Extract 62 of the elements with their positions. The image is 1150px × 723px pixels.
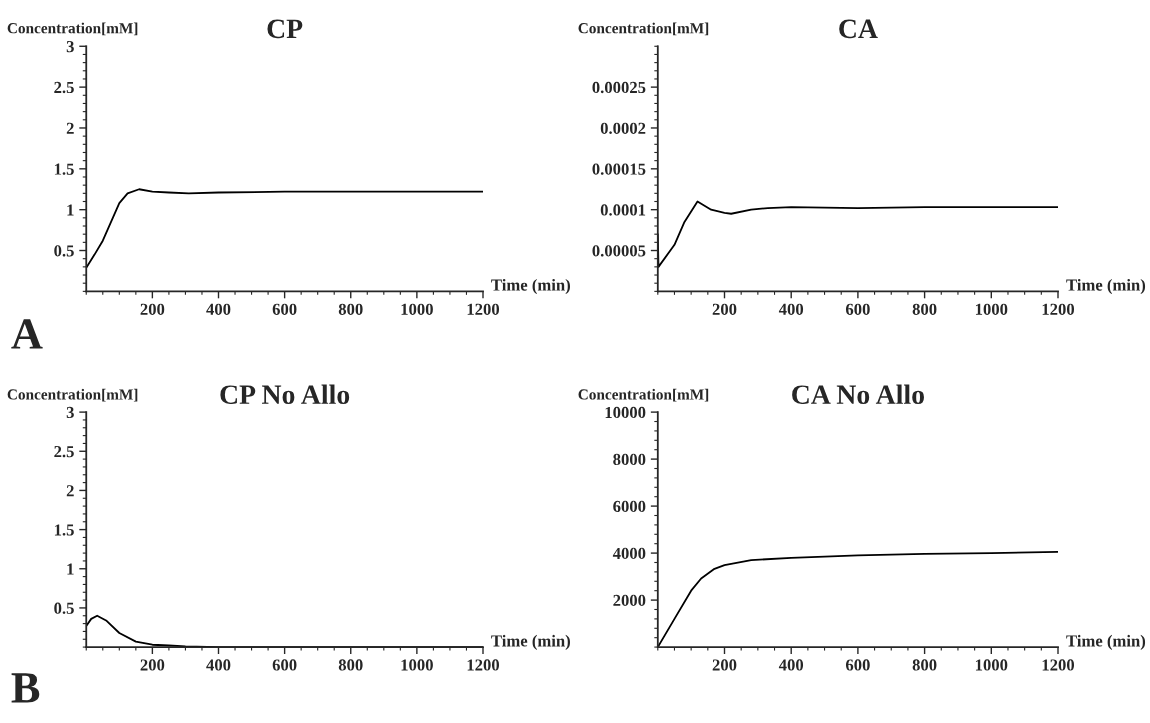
x-tick-label: 400 <box>206 659 231 671</box>
x-tick-label: 200 <box>140 659 165 671</box>
y-tick-label: 0.00015 <box>592 163 646 175</box>
y-tick-label: 2 <box>66 122 74 134</box>
x-tick-label: 800 <box>912 303 937 315</box>
y-tick-label: 2.5 <box>54 81 74 94</box>
x-tick-label: 600 <box>272 303 297 315</box>
x-tick-label: 1200 <box>467 659 500 671</box>
x-axis-title: Time (min) <box>1066 634 1146 650</box>
y-tick-label: 2.5 <box>54 446 74 458</box>
y-axis-title: Concentration[mM] <box>578 388 709 402</box>
y-tick-label: 0.00005 <box>592 245 646 257</box>
y-tick-label: 0.00025 <box>592 81 646 94</box>
x-tick-label: 1000 <box>401 303 433 315</box>
x-tick-label: 1000 <box>975 303 1008 315</box>
x-tick-label: 600 <box>845 659 870 671</box>
y-tick-label: 2 <box>66 485 74 497</box>
x-axis-title: Time (min) <box>491 634 570 650</box>
y-tick-label: 3 <box>66 41 74 53</box>
x-axis-title: Time (min) <box>491 278 570 295</box>
y-tick-label: 0.0001 <box>600 204 646 216</box>
x-tick-label: 600 <box>272 659 297 671</box>
x-tick-label: 1200 <box>1042 659 1075 671</box>
y-tick-label: 0.5 <box>54 245 74 257</box>
line-series <box>86 188 483 269</box>
y-tick-label: 3 <box>66 406 74 419</box>
x-tick-label: 600 <box>845 303 870 315</box>
y-tick-label: 1 <box>67 204 74 216</box>
x-tick-label: 800 <box>912 659 937 671</box>
y-tick-label: 0.5 <box>54 602 74 614</box>
chart-title: CA No Allo <box>792 384 924 405</box>
y-axis-title: Concentration[mM] <box>578 22 709 36</box>
y-tick-label: 4000 <box>612 547 646 560</box>
text: A <box>11 319 43 349</box>
text: B <box>11 673 40 703</box>
x-tick-label: 200 <box>712 303 737 315</box>
y-tick-label: 10000 <box>605 406 646 419</box>
y-tick-label: 1 <box>67 563 74 575</box>
x-tick-label: 400 <box>778 659 804 671</box>
y-tick-label: 1.5 <box>54 524 74 536</box>
x-tick-label: 1200 <box>1042 303 1075 315</box>
chart-title: CA <box>839 19 878 39</box>
x-axis-title: Time (min) <box>1066 278 1146 295</box>
y-axis-title: Concentration[mM] <box>7 388 138 402</box>
x-tick-label: 200 <box>712 659 737 671</box>
x-tick-label: 1200 <box>467 303 500 315</box>
x-tick-label: 400 <box>206 303 231 315</box>
x-tick-label: 1000 <box>401 659 433 671</box>
y-axis-title: Concentration[mM] <box>7 22 138 36</box>
y-tick-label: 1.5 <box>54 163 74 175</box>
chart-title: CP No Allo <box>220 384 350 405</box>
x-tick-label: 800 <box>338 303 363 315</box>
x-tick-label: 400 <box>778 303 804 315</box>
x-tick-label: 200 <box>140 303 165 315</box>
y-tick-label: 0.0002 <box>600 122 646 134</box>
y-tick-label: 2000 <box>613 594 646 607</box>
x-tick-label: 800 <box>338 659 363 671</box>
chart-title: CP <box>267 19 303 39</box>
line-series <box>657 200 1058 268</box>
x-tick-label: 1000 <box>975 659 1008 671</box>
y-tick-label: 8000 <box>613 453 646 466</box>
y-tick-label: 6000 <box>613 500 646 513</box>
